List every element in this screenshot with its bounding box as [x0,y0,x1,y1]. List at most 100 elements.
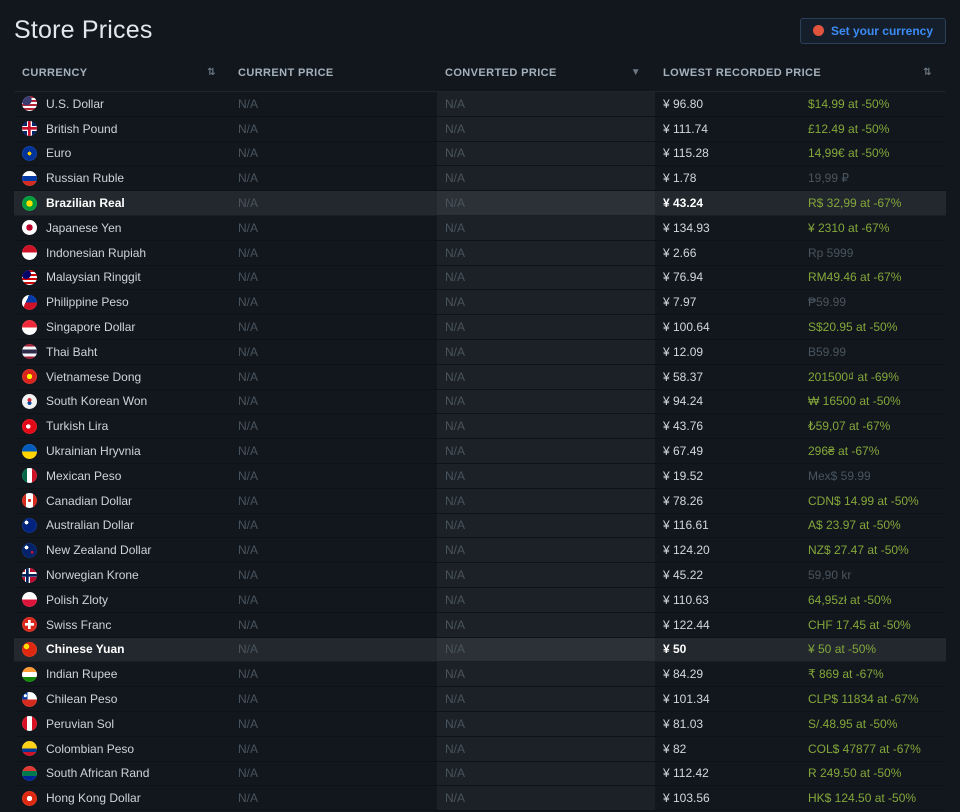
lowest-original-price: 19,99 ₽ [808,171,849,186]
table-row: Malaysian Ringgit N/A N/A ¥ 76.94 RM49.4… [14,265,946,291]
currency-name: Ukrainian Hryvnia [46,444,141,459]
lowest-original-price: ₹ 869 at -67% [808,667,884,682]
currency-cell: Australian Dollar [14,514,230,538]
lowest-converted-price: ¥ 112.42 [663,766,709,781]
lowest-original-price: 59,90 kr [808,568,852,583]
current-price: N/A [238,394,259,409]
currency-name: British Pound [46,121,118,136]
lowest-converted-price: ¥ 84.29 [663,667,704,682]
lowest-converted-price: ¥ 94.24 [663,394,704,409]
header-converted-price-label: CONVERTED PRICE [445,66,557,79]
flag-ru-icon [22,170,37,186]
converted-price: N/A [437,736,655,761]
table-row: South Korean Won N/A N/A ¥ 94.24 ₩ 16500… [14,389,946,415]
header-converted-price[interactable]: CONVERTED PRICE ▼ [437,67,655,79]
header-lowest-recorded-price[interactable]: LOWEST RECORDED PRICE ⇅ [655,67,946,79]
lowest-converted-price: ¥ 134.93 [663,220,710,235]
lowest-original-price: 64,95zł at -50% [808,592,892,607]
current-price: N/A [238,270,259,285]
table-body: U.S. Dollar N/A N/A ¥ 96.80 $14.99 at -5… [14,92,946,812]
currency-cell: British Pound [14,117,230,141]
currency-cell: Brazilian Real [14,191,230,215]
lowest-original-price: B59.99 [808,344,847,359]
lowest-converted-price: ¥ 12.09 [663,344,704,359]
lowest-original-price: NZ$ 27.47 at -50% [808,543,909,558]
currency-name: Polish Zloty [46,592,109,607]
lowest-converted-price: ¥ 50 [663,642,687,657]
currency-cell: Chilean Peso [14,687,230,711]
converted-price: N/A [437,538,655,563]
currency-cell: Indian Rupee [14,662,230,686]
flag-th-icon [22,344,37,360]
currency-name: U.S. Dollar [46,96,105,111]
currency-name: Australian Dollar [46,518,135,533]
current-price: N/A [238,568,259,583]
currency-name: Chinese Yuan [46,642,125,657]
converted-price: N/A [437,513,655,538]
current-price: N/A [238,121,259,136]
currency-name: Colombian Peso [46,741,135,756]
currency-cell: Euro [14,142,230,166]
flag-kr-icon [22,393,37,409]
lowest-converted-price: ¥ 110.63 [663,592,709,607]
currency-name: Indian Rupee [46,667,118,682]
lowest-original-price: $14.99 at -50% [808,96,890,111]
currency-cell: Malaysian Ringgit [14,266,230,290]
lowest-original-price: S/.48.95 at -50% [808,716,898,731]
converted-price: N/A [437,92,655,116]
flag-gb-icon [22,121,37,137]
lowest-converted-price: ¥ 122.44 [663,617,710,632]
flag-pl-icon [22,592,37,608]
converted-price: N/A [437,711,655,736]
converted-price: N/A [437,315,655,339]
currency-name: Euro [46,146,72,161]
current-price: N/A [238,741,259,756]
currency-cell: Russian Ruble [14,166,230,190]
lowest-converted-price: ¥ 43.24 [663,196,704,211]
lowest-original-price: 201500₫ at -69% [808,369,899,384]
flag-ch-icon [22,617,37,633]
current-price: N/A [238,791,259,806]
currency-name: South African Rand [46,766,150,781]
flag-no-icon [22,567,37,583]
sort-icon: ⇅ [207,67,216,78]
set-currency-button[interactable]: Set your currency [799,17,946,44]
current-price: N/A [238,766,259,781]
table-row: Japanese Yen N/A N/A ¥ 134.93 ¥ 2310 at … [14,215,946,241]
currency-cell: Swiss Franc [14,613,230,637]
sort-desc-icon: ▼ [630,67,641,78]
currency-cell: Norwegian Krone [14,563,230,587]
flag-ua-icon [22,443,37,459]
flag-pe-icon [22,716,37,732]
table-row: Euro N/A N/A ¥ 115.28 14,99€ at -50% [14,141,946,167]
page-title: Store Prices [14,16,153,44]
lowest-converted-price: ¥ 100.64 [663,320,710,335]
lowest-original-price: ₺59,07 at -67% [808,419,891,434]
lowest-original-price: Rp 5999 [808,245,854,260]
flag-za-icon [22,765,37,781]
currency-cell: Ukrainian Hryvnia [14,439,230,463]
table-row: Russian Ruble N/A N/A ¥ 1.78 19,99 ₽ [14,166,946,192]
current-price: N/A [238,716,259,731]
flag-hk-icon [22,790,37,806]
header-current-price[interactable]: CURRENT PRICE [230,67,437,79]
currency-name: Philippine Peso [46,295,129,310]
top-bar: Store Prices Set your currency [0,0,960,54]
currency-name: Mexican Peso [46,468,122,483]
table-row: Thai Baht N/A N/A ¥ 12.09 B59.99 [14,339,946,365]
current-price: N/A [238,692,259,707]
flag-eu-icon [22,145,37,161]
table-row: U.S. Dollar N/A N/A ¥ 96.80 $14.99 at -5… [14,92,946,117]
lowest-original-price: £12.49 at -50% [808,121,890,136]
lowest-original-price: CHF 17.45 at -50% [808,617,911,632]
lowest-converted-price: ¥ 7.97 [663,295,697,310]
lowest-converted-price: ¥ 124.20 [663,543,710,558]
converted-price: N/A [437,439,655,463]
lowest-converted-price: ¥ 1.78 [663,171,697,186]
current-price: N/A [238,220,259,235]
header-currency[interactable]: CURRENCY ⇅ [14,67,230,79]
flag-au-icon [22,517,37,533]
converted-price: N/A [437,215,655,240]
lowest-converted-price: ¥ 45.22 [663,568,704,583]
converted-price: N/A [437,166,655,191]
